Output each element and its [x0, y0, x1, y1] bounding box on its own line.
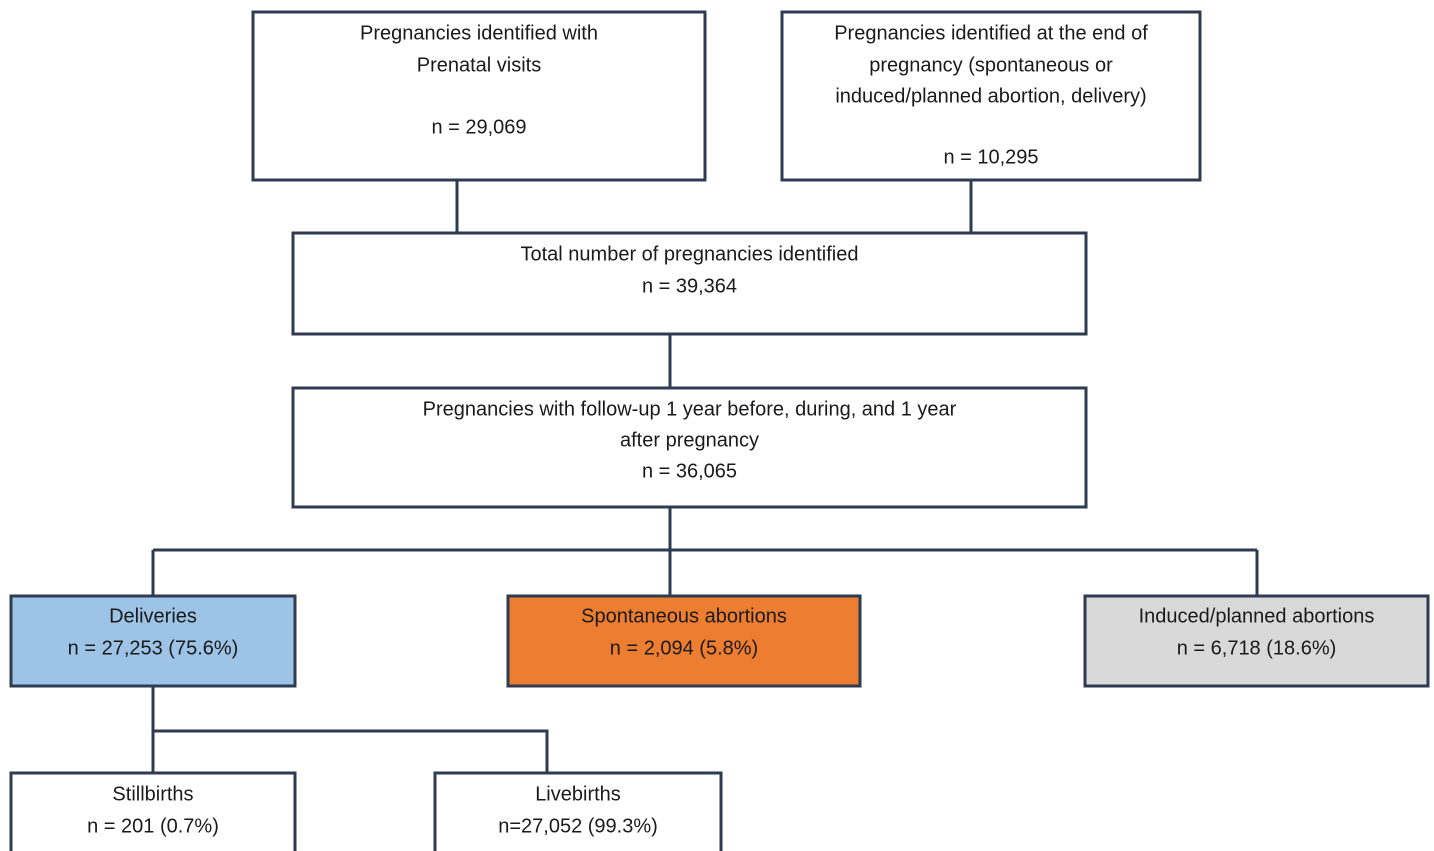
node-text: n = 27,253 (75.6%) — [68, 637, 239, 659]
node-text: Livebirths — [535, 783, 621, 805]
node-box — [1083, 594, 1430, 688]
node-text: Deliveries — [109, 605, 197, 627]
connector — [151, 686, 549, 773]
node-box — [9, 771, 297, 851]
node-text: n = 29,069 — [431, 116, 526, 138]
node-text: n=27,052 (99.3%) — [498, 815, 658, 837]
connector — [151, 507, 1259, 596]
node-text: Pregnancies identified with — [360, 22, 598, 44]
node-box — [433, 771, 723, 851]
node-text: n = 6,718 (18.6%) — [1177, 637, 1337, 659]
node-box — [506, 594, 862, 688]
node-box — [291, 231, 1088, 336]
node-text: Stillbirths — [112, 783, 193, 805]
node-text: induced/planned abortion, delivery) — [835, 85, 1146, 107]
node-box — [251, 10, 707, 182]
node-text: Pregnancies identified at the end of — [834, 22, 1148, 44]
node-text: Total number of pregnancies identified — [521, 243, 859, 265]
node-text: n = 39,364 — [642, 275, 737, 297]
node-box — [780, 10, 1202, 182]
node-text: n = 201 (0.7%) — [87, 815, 219, 837]
node-text: n = 36,065 — [642, 460, 737, 482]
node-text: Spontaneous abortions — [581, 605, 787, 627]
node-text: pregnancy (spontaneous or — [869, 54, 1113, 76]
node-text: n = 2,094 (5.8%) — [610, 637, 758, 659]
node-box — [291, 386, 1088, 509]
connectors — [151, 180, 1259, 773]
node-text: Pregnancies with follow-up 1 year before… — [423, 398, 957, 420]
node-box — [9, 594, 297, 688]
node-text: Induced/planned abortions — [1139, 605, 1375, 627]
node-text: after pregnancy — [620, 429, 759, 451]
node-text: Prenatal visits — [417, 54, 542, 76]
node-text: n = 10,295 — [943, 146, 1038, 168]
